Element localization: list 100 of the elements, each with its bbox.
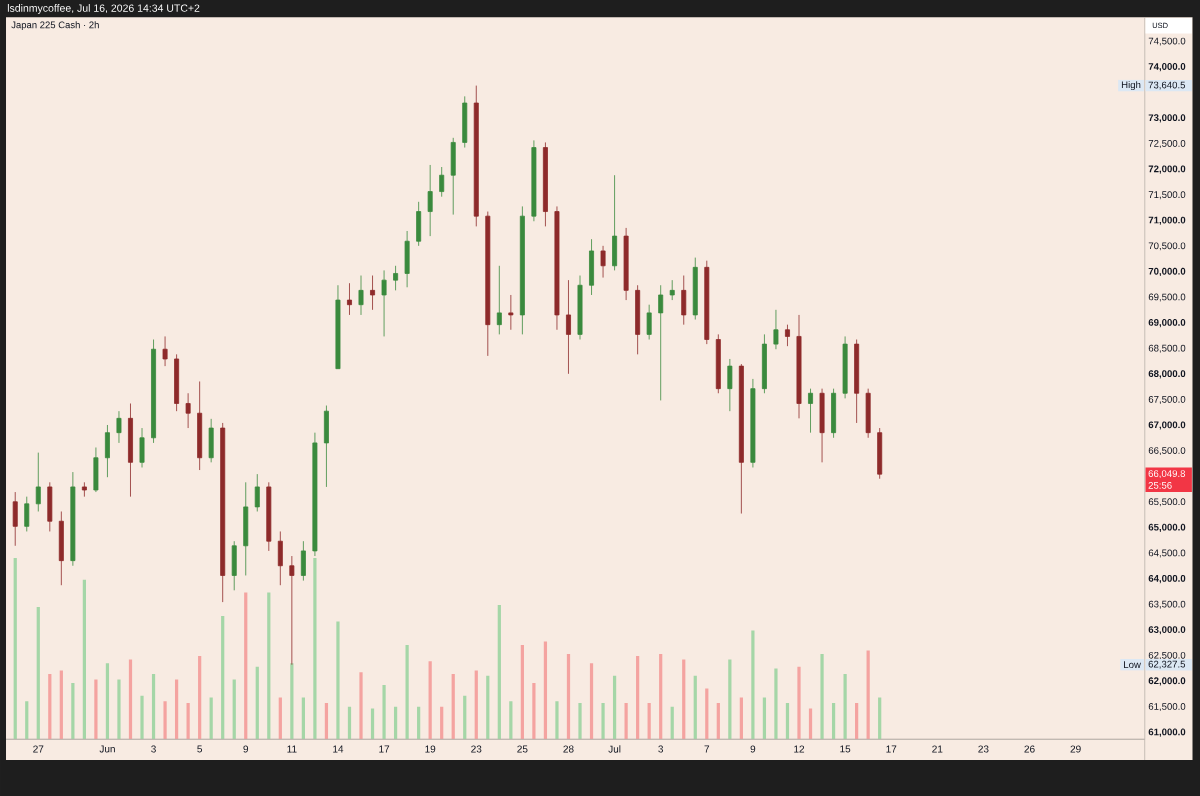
y-tick-label: 70,000.0 bbox=[1148, 267, 1186, 277]
bar bbox=[555, 701, 559, 740]
x-tick-label: 12 bbox=[794, 745, 805, 753]
candlestick bbox=[785, 324, 790, 347]
y-tick-label: 67,000.0 bbox=[1148, 421, 1186, 430]
bar bbox=[347, 706, 352, 740]
bar bbox=[520, 645, 524, 740]
y-tick-label: 64,000.0 bbox=[1148, 574, 1186, 584]
candlestick bbox=[450, 137, 456, 216]
candlestick bbox=[151, 339, 157, 444]
candlestick bbox=[358, 275, 364, 316]
candlestick bbox=[139, 427, 145, 468]
candlestick bbox=[508, 294, 514, 331]
candlestick bbox=[589, 238, 595, 296]
y-tick-label: 73,000.0 bbox=[1148, 114, 1186, 123]
bar bbox=[578, 703, 582, 740]
bar bbox=[186, 703, 190, 740]
bar bbox=[843, 674, 847, 740]
bar bbox=[808, 708, 813, 740]
bar bbox=[336, 621, 340, 740]
bar bbox=[59, 670, 63, 740]
candlestick bbox=[243, 481, 249, 576]
y-tick-label: 73,640.5 bbox=[1148, 81, 1186, 90]
x-tick-label: 3 bbox=[151, 745, 156, 753]
y-tick-label: 72,000.0 bbox=[1148, 165, 1186, 174]
candlestick bbox=[566, 279, 571, 375]
y-tick-label: 63,000.0 bbox=[1148, 626, 1186, 635]
candlestick bbox=[635, 284, 641, 355]
bar bbox=[232, 679, 236, 740]
y-tick-label: 71,500.0 bbox=[1148, 191, 1186, 200]
candlestick bbox=[462, 95, 468, 148]
candlestick bbox=[750, 378, 756, 468]
y-tick-label: 70,500.0 bbox=[1148, 242, 1186, 251]
x-tick-label: 9 bbox=[243, 745, 249, 753]
candlestick bbox=[347, 282, 352, 316]
candlestick bbox=[12, 491, 18, 547]
bar bbox=[739, 697, 743, 740]
x-tick-label: 23 bbox=[471, 745, 482, 753]
candlestick bbox=[128, 403, 133, 498]
x-tick-label: Jun bbox=[99, 745, 115, 753]
y-tick-label: 71,000.0 bbox=[1148, 216, 1186, 225]
y-tick-label: 72,500.0 bbox=[1148, 140, 1186, 148]
candlestick bbox=[439, 166, 445, 198]
bar bbox=[797, 666, 801, 740]
candlestick bbox=[323, 405, 329, 488]
bar bbox=[128, 659, 133, 740]
bar bbox=[693, 675, 697, 740]
candlestick bbox=[819, 388, 825, 463]
candlestick bbox=[35, 452, 41, 512]
y-tick-label: 62,327.5 bbox=[1148, 660, 1186, 669]
text: lsdinmycoffee, Jul 16, 2026 14:34 UTC+2 bbox=[7, 4, 200, 14]
candlestick bbox=[831, 388, 837, 439]
x-tick-label: 3 bbox=[658, 745, 664, 753]
candlestick bbox=[197, 381, 203, 471]
chart-title: Japan 225 Cash · 2h bbox=[11, 21, 99, 31]
candlestick bbox=[404, 230, 410, 288]
x-tick-label: Jul bbox=[608, 745, 621, 753]
candlestick bbox=[381, 270, 387, 337]
bar bbox=[313, 557, 317, 740]
candlestick bbox=[727, 358, 733, 412]
x-tick-label: 23 bbox=[978, 745, 989, 753]
y-tick-label: 66,049.8 bbox=[1148, 470, 1186, 479]
bar bbox=[474, 670, 478, 740]
bar bbox=[751, 630, 755, 740]
bar bbox=[601, 703, 605, 740]
bar bbox=[532, 683, 536, 740]
bar bbox=[13, 557, 17, 740]
candlestick bbox=[715, 333, 721, 394]
bar bbox=[624, 703, 628, 740]
x-tick-label: 25 bbox=[517, 745, 528, 753]
candlestick bbox=[104, 424, 110, 478]
bar bbox=[762, 697, 767, 740]
x-tick-label: 9 bbox=[750, 745, 756, 753]
x-tick-label: 19 bbox=[425, 745, 436, 753]
candlestick bbox=[681, 275, 687, 326]
bar bbox=[716, 703, 720, 740]
candlestick bbox=[300, 540, 306, 581]
bar bbox=[866, 650, 870, 740]
candlestick bbox=[485, 211, 491, 357]
candlestick bbox=[116, 410, 122, 444]
y-tick-label: 67,500.0 bbox=[1148, 395, 1186, 404]
x-tick-label: 21 bbox=[932, 745, 943, 753]
candlestick bbox=[865, 388, 871, 439]
candlestick bbox=[646, 304, 652, 340]
y-tick-label: 68,500.0 bbox=[1148, 344, 1186, 353]
x-tick-label: 11 bbox=[287, 745, 297, 753]
x-tick-label: 5 bbox=[197, 745, 203, 753]
candlestick bbox=[58, 511, 64, 586]
candlestick bbox=[773, 309, 779, 350]
candlestick bbox=[600, 245, 606, 278]
candlestick bbox=[185, 392, 191, 429]
candlestick bbox=[24, 496, 30, 532]
bar bbox=[785, 703, 790, 740]
bar bbox=[209, 697, 213, 740]
bar bbox=[359, 672, 363, 740]
candlestick bbox=[704, 260, 710, 345]
candlestick bbox=[658, 284, 664, 401]
candlestick bbox=[208, 418, 214, 463]
candlestick bbox=[266, 481, 272, 552]
candlestick bbox=[542, 142, 548, 227]
